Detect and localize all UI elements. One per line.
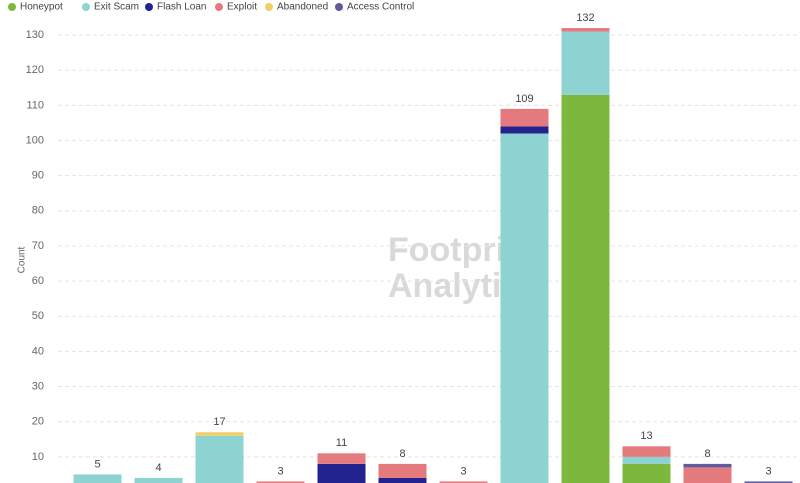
total-label: 132 <box>576 12 594 24</box>
bar-segment <box>378 477 427 483</box>
bar-segment <box>500 126 549 134</box>
y-tick-label: 40 <box>32 345 44 357</box>
total-label: 3 <box>277 465 283 477</box>
legend-swatch <box>265 3 273 11</box>
y-tick-label: 20 <box>32 416 44 428</box>
bar-segment <box>439 481 488 483</box>
total-label: 8 <box>399 448 405 460</box>
bar-segment <box>195 432 244 436</box>
total-label: 5 <box>94 458 100 470</box>
y-tick-label: 90 <box>32 170 44 182</box>
bar-segment <box>317 463 366 483</box>
y-tick-label: 70 <box>32 240 44 252</box>
y-tick-label: 50 <box>32 310 44 322</box>
y-axis-label: Count <box>17 246 28 273</box>
total-label: 4 <box>155 462 161 474</box>
y-tick-label: 120 <box>26 64 44 76</box>
legend-text: Abandoned <box>277 2 328 13</box>
bar-segment <box>683 467 732 483</box>
bar-segment <box>256 481 305 483</box>
y-tick-label: 10 <box>32 451 44 463</box>
bar-segment <box>500 108 549 127</box>
y-tick-label: 30 <box>32 380 44 392</box>
bar-segment <box>561 28 610 32</box>
bar-segment <box>500 133 549 483</box>
y-tick-label: 130 <box>26 29 44 41</box>
bar-segment <box>317 453 366 464</box>
bar-segment <box>378 463 427 478</box>
total-label: 8 <box>704 448 710 460</box>
bar-segment <box>744 481 793 483</box>
y-tick-label: 80 <box>32 205 44 217</box>
legend-swatch <box>8 3 16 11</box>
total-label: 17 <box>213 416 225 428</box>
bar-segment <box>683 463 732 468</box>
legend-text: Flash Loan <box>157 2 206 13</box>
bar-segment <box>73 474 122 483</box>
bar-segment <box>561 31 610 95</box>
legend-text: Honeypot <box>20 2 63 13</box>
bar-segment <box>622 456 671 464</box>
legend-text: Exploit <box>227 2 257 13</box>
legend-swatch <box>145 3 153 11</box>
total-label: 11 <box>336 437 347 449</box>
total-label: 13 <box>640 430 652 442</box>
legend-swatch <box>335 3 343 11</box>
legend-text: Exit Scam <box>94 2 139 13</box>
bar-segment <box>134 477 183 483</box>
legend-swatch <box>215 3 223 11</box>
legend-text: Access Control <box>347 2 414 13</box>
bar-segment <box>195 435 244 483</box>
y-tick-label: 60 <box>32 275 44 287</box>
bar-segment <box>561 94 610 483</box>
bar-segment <box>622 463 671 483</box>
y-tick-label: 110 <box>26 99 44 111</box>
total-label: 3 <box>765 465 771 477</box>
total-label: 109 <box>515 93 533 105</box>
legend-swatch <box>82 3 90 11</box>
bar-segment <box>622 446 671 457</box>
total-label: 3 <box>460 465 466 477</box>
y-tick-label: 100 <box>26 134 44 146</box>
